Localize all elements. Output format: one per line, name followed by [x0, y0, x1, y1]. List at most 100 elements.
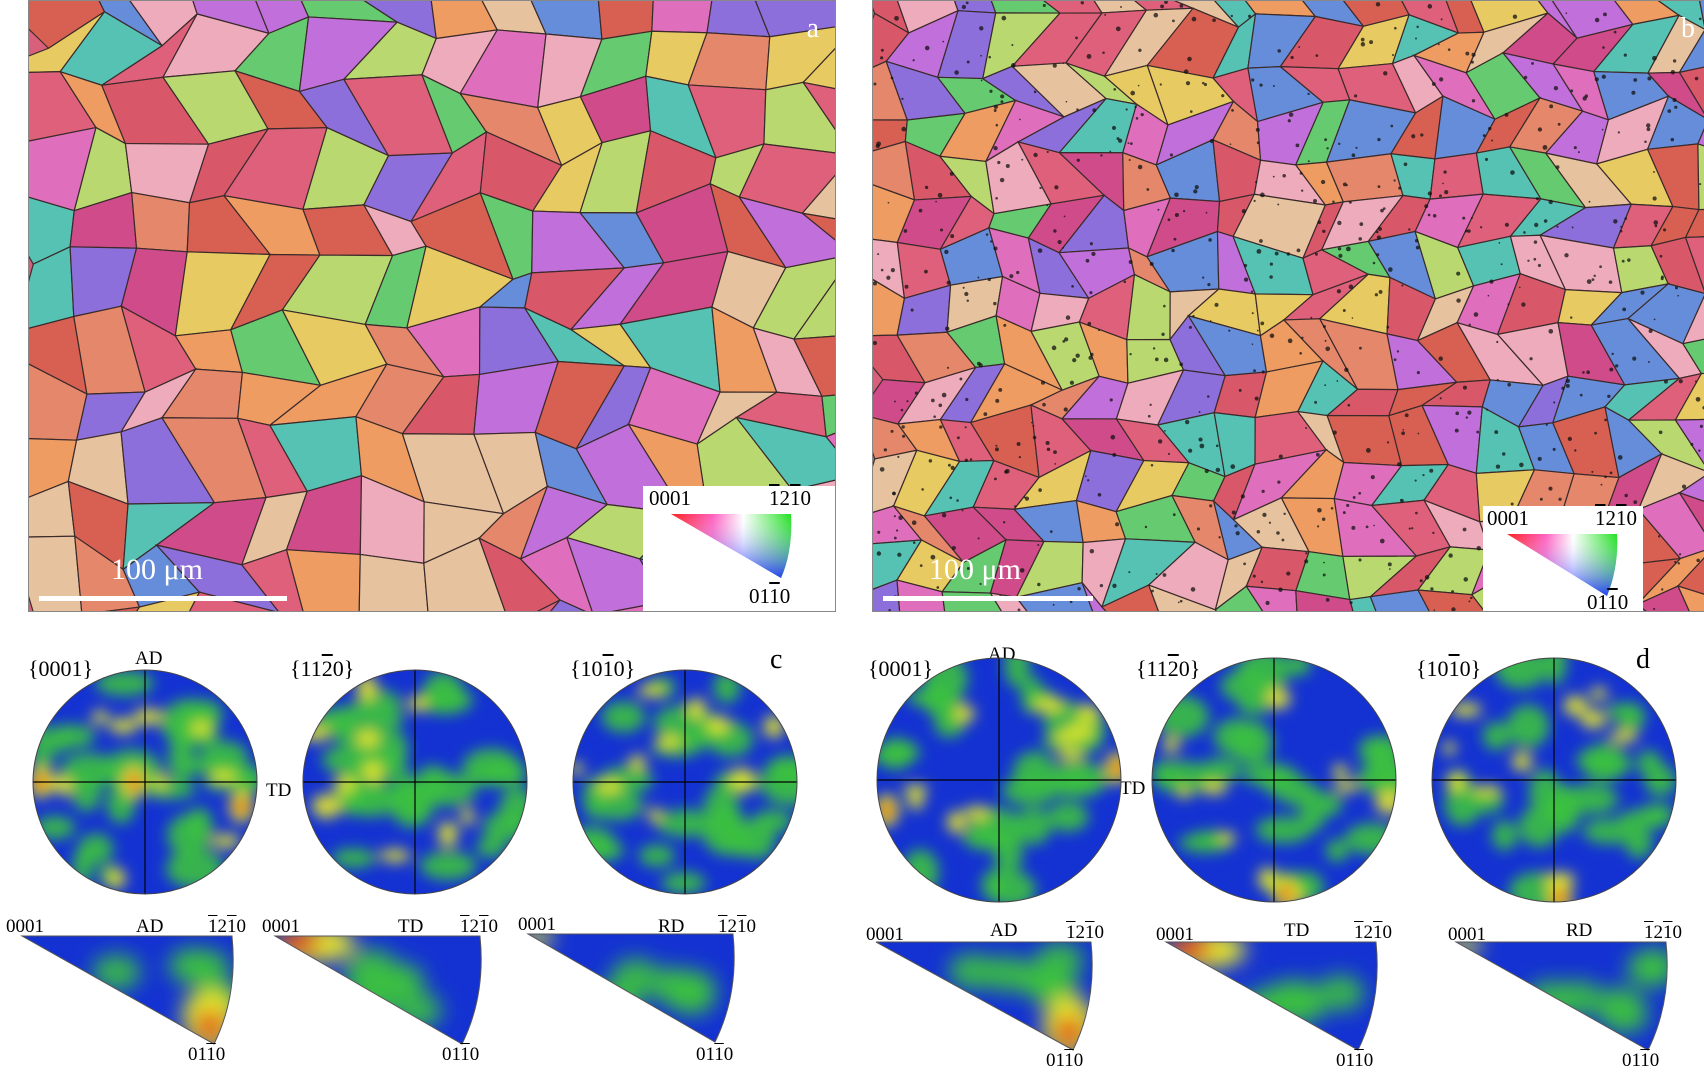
speckle [1255, 127, 1260, 132]
speckle [1377, 185, 1381, 189]
speckle [1396, 350, 1400, 353]
speckle [1476, 545, 1482, 551]
speckle [1255, 181, 1258, 184]
speckle [1667, 109, 1672, 113]
grain [104, 606, 141, 611]
speckle [1694, 380, 1697, 383]
speckle [1601, 74, 1606, 79]
speckle [1092, 108, 1097, 113]
speckle [1370, 475, 1375, 480]
speckle [1024, 496, 1030, 501]
speckle [1400, 499, 1402, 501]
speckle [1160, 4, 1165, 9]
ipf-c1-right: 1210 [208, 916, 246, 937]
speckle [997, 160, 1001, 165]
speckle [1052, 63, 1057, 68]
ipf-c1-left: 0001 [6, 916, 44, 937]
speckle [1163, 304, 1166, 308]
speckle [1208, 238, 1212, 242]
speckle [1567, 436, 1572, 441]
speckle [1262, 512, 1267, 518]
speckle [1548, 329, 1554, 334]
ipf-c1-bottom: 0110 [188, 1044, 226, 1065]
speckle [1681, 484, 1687, 489]
speckle [1062, 62, 1065, 64]
speckle [1287, 119, 1291, 123]
ipf-triangle [22, 936, 234, 1044]
speckle [1046, 447, 1051, 452]
speckle [1456, 298, 1461, 303]
speckle [1033, 90, 1037, 94]
speckle [1324, 138, 1328, 142]
speckle [1415, 245, 1420, 250]
speckle [950, 465, 955, 471]
speckle [1049, 530, 1053, 533]
speckle [1663, 228, 1667, 232]
grain [763, 81, 835, 154]
speckle [1415, 511, 1418, 515]
speckle [880, 48, 884, 52]
speckle [1072, 357, 1077, 363]
speckle [1037, 248, 1043, 253]
speckle [921, 488, 924, 491]
speckle [1349, 601, 1353, 605]
speckle [890, 429, 894, 433]
speckle [1187, 56, 1192, 62]
speckle [912, 59, 915, 62]
speckle [1553, 401, 1556, 404]
speckle [993, 477, 997, 481]
speckle [1088, 355, 1093, 360]
speckle [1607, 394, 1611, 399]
pf-c2-title: {1120} [290, 656, 355, 681]
speckle [1351, 153, 1356, 158]
speckle [1269, 262, 1273, 266]
speckle [1471, 99, 1476, 103]
ipf-d3-left: 0001 [1448, 924, 1486, 945]
speckle [1063, 407, 1068, 412]
speckle [1604, 475, 1607, 479]
grain [896, 579, 946, 611]
speckle [1233, 516, 1236, 519]
speckle [1564, 253, 1569, 258]
speckle [941, 513, 947, 518]
speckle [1037, 582, 1041, 587]
speckle [1314, 400, 1318, 404]
scale-bar-b [883, 596, 1093, 601]
grain [29, 535, 83, 611]
speckle [1484, 157, 1489, 161]
speckle [961, 4, 967, 10]
speckle [1163, 357, 1169, 363]
speckle [1386, 325, 1390, 329]
speckle [1251, 343, 1254, 346]
speckle [1154, 357, 1159, 362]
speckle [1179, 599, 1183, 603]
grain [792, 279, 835, 340]
pole-figure [877, 658, 1121, 902]
speckle [1243, 263, 1248, 268]
speckle [1052, 603, 1055, 606]
speckle [1699, 17, 1702, 21]
speckle [1502, 452, 1506, 456]
ipf-color-triangle-b [1507, 534, 1618, 596]
speckle [1571, 226, 1574, 229]
grain [1657, 1, 1704, 30]
speckle [1411, 134, 1416, 139]
speckle [950, 234, 955, 239]
speckle [1063, 337, 1069, 342]
speckle [944, 249, 949, 255]
ipf-d1-right: 1210 [1066, 922, 1104, 943]
speckle [1163, 429, 1166, 432]
speckle [1287, 338, 1293, 344]
speckle [879, 467, 885, 472]
speckle [1577, 151, 1580, 154]
speckle [1209, 138, 1214, 144]
speckle [1358, 491, 1362, 495]
grain [1646, 71, 1704, 118]
grain [536, 599, 561, 611]
speckle [1053, 450, 1057, 455]
speckle [989, 240, 993, 243]
speckle [877, 253, 880, 256]
speckle [1164, 1, 1168, 5]
speckle [1619, 229, 1623, 233]
grain [1650, 236, 1704, 294]
